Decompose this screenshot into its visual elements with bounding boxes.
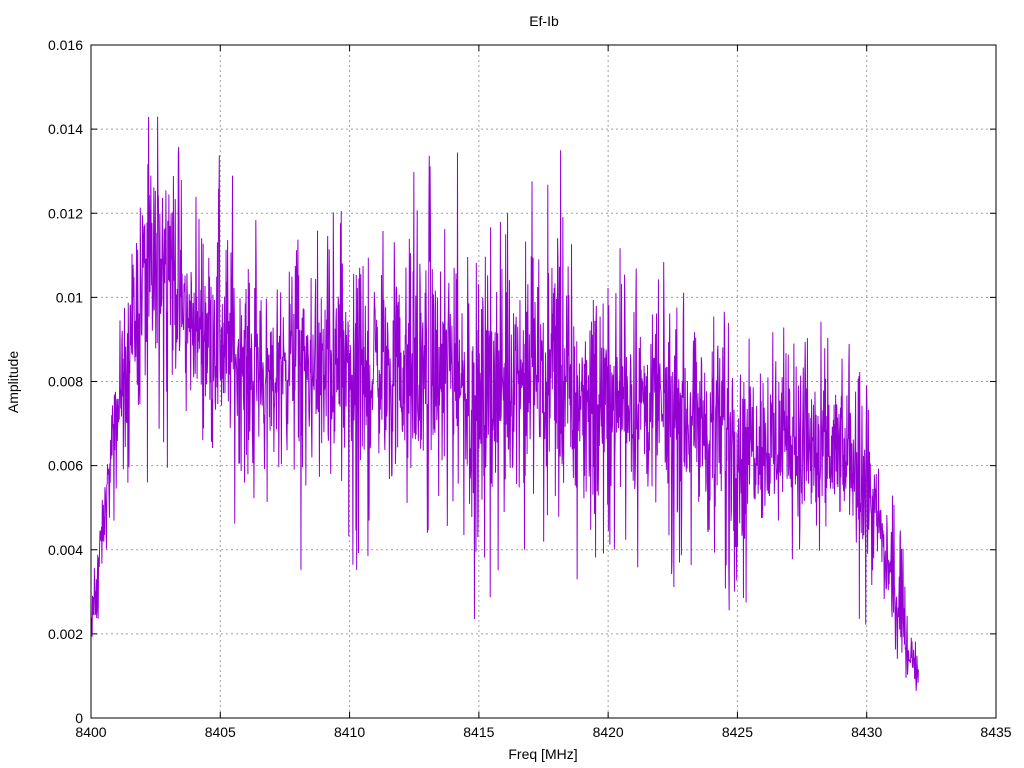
y-tick-label: 0.016 — [48, 37, 83, 53]
x-tick-label: 8425 — [722, 724, 753, 740]
x-tick-label: 8405 — [205, 724, 236, 740]
y-tick-label: 0.012 — [48, 205, 83, 221]
series-line — [90, 116, 919, 691]
y-tick-label: 0.014 — [48, 121, 83, 137]
y-tick-label: 0 — [75, 710, 83, 726]
plot-area — [90, 116, 919, 691]
x-tick-label: 8430 — [851, 724, 882, 740]
y-tick-label: 0.004 — [48, 542, 83, 558]
x-tick-label: 8415 — [463, 724, 494, 740]
y-tick-label: 0.01 — [56, 289, 83, 305]
plot-frame — [90, 44, 997, 719]
x-tick-label: 8435 — [980, 724, 1011, 740]
chart-title: Ef-Ib — [529, 13, 559, 29]
x-tick-label: 8410 — [334, 724, 365, 740]
x-axis-label: Freq [MHz] — [508, 746, 577, 762]
x-tick-label: 8400 — [75, 724, 106, 740]
y-tick-label: 0.008 — [48, 374, 83, 390]
x-axis: 8400 8405 8410 8415 8420 8425 8430 8435 — [75, 45, 1012, 740]
y-tick-label: 0.006 — [48, 458, 83, 474]
y-tick-label: 0.002 — [48, 626, 83, 642]
y-axis: 0 0.002 0.004 0.006 0.008 0.01 0.012 0.014 0.016 — [48, 37, 996, 726]
x-tick-label: 8420 — [593, 724, 624, 740]
y-axis-label: Amplitude — [5, 351, 21, 413]
